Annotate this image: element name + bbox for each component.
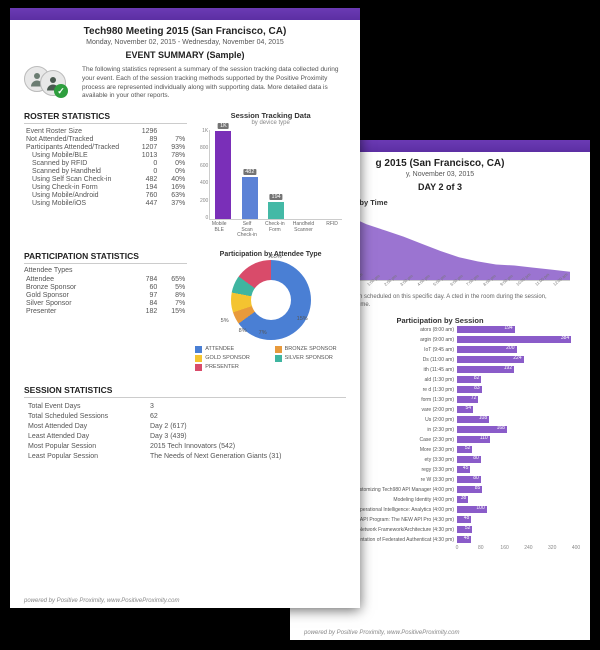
roster-heading: ROSTER STATISTICS [24,111,187,124]
table-row: Using Self Scan Check-in48240% [24,175,187,183]
session-stats-heading: SESSION STATISTICS [24,385,346,398]
roster-table: Event Roster Size1296Not Attended/Tracke… [24,127,187,207]
session-stats-table: Total Event Days3 Total Scheduled Session… [24,401,346,463]
legend-item: PRESENTER [195,364,266,371]
tracking-chart-title: Session Tracking Data [195,111,346,120]
table-row: Most Attended DayDay 2 (617) [26,423,344,431]
tracking-xaxis: Mobile BLESelf Scan Check-inCheck-in For… [209,222,342,239]
table-row: Scanned by RFID00% [24,159,187,167]
report-page-1: Tech980 Meeting 2015 (San Francisco, CA)… [10,8,360,608]
table-row: Not Attended/Tracked897% [24,135,187,143]
donut-chart: 65%5%8%7%15% ATTENDEEBRONZE SPONSORGOLD … [195,260,346,371]
participation-table: Attendee78465%Bronze Sponsor605%Gold Spo… [24,276,187,316]
table-row: Event Roster Size1296 [24,127,187,135]
page2-footer: powered by Positive Proximity, www.Posit… [304,630,460,636]
table-row: Total Scheduled Sessions62 [26,413,344,421]
page1-footer: powered by Positive Proximity, www.Posit… [24,598,180,604]
legend-item: BRONZE SPONSOR [275,346,346,353]
page1-title: Tech980 Meeting 2015 (San Francisco, CA) [24,26,346,37]
legend-item: GOLD SPONSOR [195,355,266,362]
intro-row: ✓ The following statistics represent a s… [24,66,346,101]
table-row: Using Mobile/BLE101378% [24,151,187,159]
table-row: Using Mobile/Android76063% [24,191,187,199]
table-row: Least Popular SessionThe Needs of Next G… [26,453,344,461]
table-row: Total Event Days3 [26,403,344,411]
intro-avatars: ✓ [24,66,74,100]
page1-date-range: Monday, November 02, 2015 - Wednesday, N… [24,39,346,46]
table-row: Attendee78465% [24,276,187,284]
hbar-xaxis: 080160240320400 [457,545,576,555]
attendee-types-label: Attendee Types [24,267,187,274]
donut-legend: ATTENDEE BRONZE SPONSOR GOLD SPONSOR SILVER… [195,346,346,371]
page1-section-title: EVENT SUMMARY (Sample) [24,50,346,60]
legend-item: SILVER SPONSOR [275,355,346,362]
table-row: Participants Attended/Tracked120793% [24,143,187,151]
table-row: Presenter18215% [24,308,187,316]
tracking-bar-chart: 1K8006004002000 1K482194 [209,130,342,220]
table-row: Gold Sponsor978% [24,292,187,300]
table-row: Bronze Sponsor605% [24,284,187,292]
page-topbar [10,8,360,20]
legend-item: ATTENDEE [195,346,266,353]
table-row: Silver Sponsor847% [24,300,187,308]
table-row: Least Attended DayDay 3 (439) [26,433,344,441]
participation-heading: PARTICIPATION STATISTICS [24,251,187,264]
table-row: Scanned by Handheld00% [24,167,187,175]
table-row: Most Popular Session2015 Tech Innovators… [26,443,344,451]
table-row: Using Mobile/iOS44737% [24,199,187,207]
intro-text: The following statistics represent a sum… [82,66,346,101]
check-icon: ✓ [54,84,68,98]
table-row: Using Check-in Form19416% [24,183,187,191]
